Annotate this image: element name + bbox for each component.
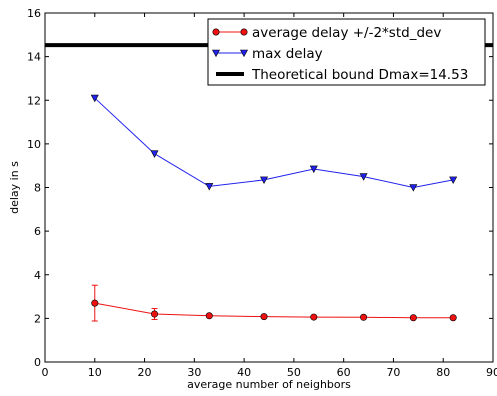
data-point [449,176,458,184]
legend-marker [239,49,249,58]
x-axis-label: average number of neighbors [187,378,351,391]
x-tick-label: 0 [42,366,49,379]
x-tick-label: 50 [287,366,301,379]
y-tick-label: 10 [27,138,41,151]
x-tick-label: 30 [187,366,201,379]
y-tick-label: 16 [27,7,41,20]
data-point [359,173,368,181]
data-point [91,299,99,307]
ticks-layer: 0 10 20 30 40 50 60 70 80 90 0 2 4 6 8 10 12 14 16 [27,7,497,379]
legend-label: max delay [252,46,323,62]
y-tick-label: 14 [27,51,41,64]
y-tick-label: 12 [27,94,41,107]
legend-box [207,18,486,86]
legend-label: Theoretical bound Dmax=14.53 [251,67,468,83]
data-point [205,183,214,191]
legend-marker [212,28,220,36]
x-tick-label: 60 [337,366,351,379]
data-point [409,184,418,192]
x-tick-label: 90 [486,366,497,379]
legend-label: average delay +/-2*std_dev [252,25,441,41]
series-line-0 [94,302,454,319]
x-tick-label: 10 [88,366,102,379]
data-point [150,150,159,158]
x-tick-label: 20 [138,366,152,379]
data-point [409,314,417,322]
data-point [309,165,318,174]
y-tick-label: 8 [34,182,41,195]
y-tick-label: 2 [34,312,41,325]
x-tick-label: 70 [386,366,400,379]
data-point [260,313,268,321]
y-tick-label: 4 [34,269,41,282]
data-point [260,176,269,184]
series-line-1 [94,97,454,189]
x-tick-label: 40 [237,366,251,379]
legend-marker [240,28,248,36]
data-point [449,314,457,322]
y-tick-label: 6 [34,225,41,238]
data-point [310,313,318,321]
data-point [151,310,159,318]
data-point [360,313,368,321]
legend-marker [211,49,221,58]
y-tick-label: 0 [34,356,41,369]
data-point [90,94,99,103]
y-axis-label: delay in s [8,161,21,214]
data-point [205,312,213,320]
x-tick-label: 80 [436,366,450,379]
